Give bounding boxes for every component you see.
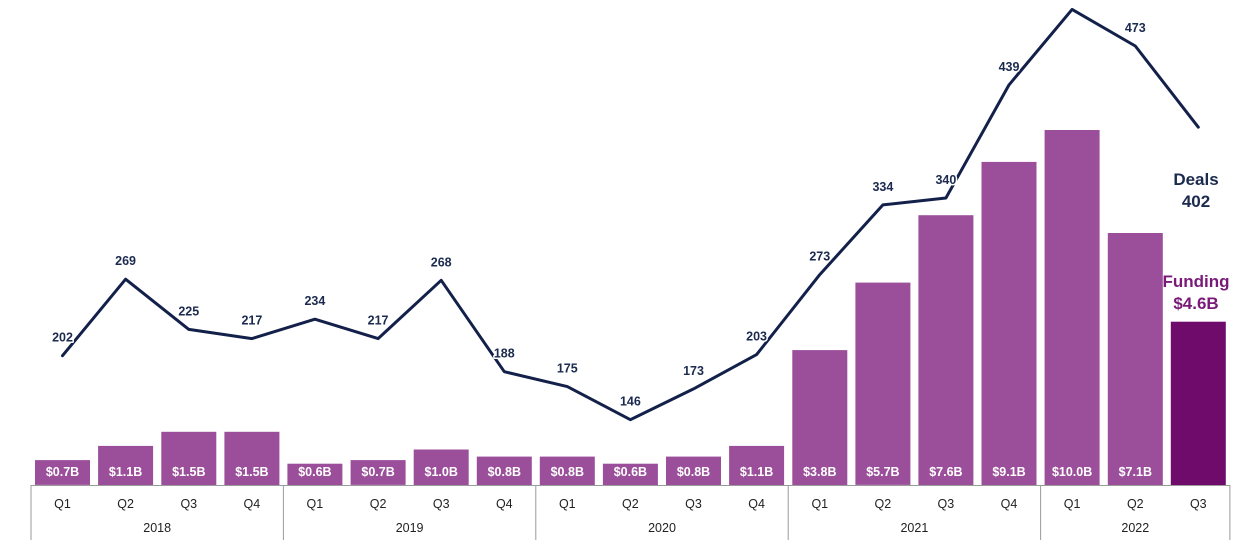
funding-bar (98, 445, 154, 485)
funding-callout-title: Funding (1162, 272, 1229, 291)
funding-bars (35, 130, 1226, 486)
funding-bar (350, 460, 406, 485)
funding-bar (1044, 130, 1100, 485)
funding-bar (539, 456, 595, 485)
quarter-tick-label: Q4 (244, 497, 261, 511)
funding-bar (792, 350, 848, 485)
funding-bar-label: $1.5B (172, 465, 205, 479)
funding-bar (666, 456, 721, 485)
funding-bar-label: $0.6B (614, 465, 647, 479)
deals-point-label: 146 (620, 395, 641, 409)
quarter-tick-label: Q3 (180, 497, 197, 511)
funding-bar (602, 463, 658, 485)
quarter-tick-label: Q4 (748, 497, 765, 511)
quarter-tick-label: Q2 (875, 497, 892, 511)
funding-bar-label: $10.0B (1052, 465, 1092, 479)
deals-point-label: 234 (304, 294, 325, 308)
year-label: 2020 (648, 521, 676, 535)
funding-bar-label: $1.5B (235, 465, 268, 479)
funding-bar (918, 215, 974, 485)
quarter-tick-label: Q2 (1127, 497, 1144, 511)
funding-bar-label: $0.7B (46, 465, 79, 479)
callouts: Deals 402 Funding $4.6B (1162, 170, 1229, 313)
year-label: 2022 (1121, 521, 1149, 535)
quarter-tick-label: Q3 (1190, 497, 1207, 511)
funding-bar (981, 161, 1037, 485)
quarter-tick-label: Q4 (1001, 497, 1018, 511)
funding-callout-value: $4.6B (1173, 294, 1218, 313)
quarter-tick-label: Q4 (496, 497, 513, 511)
funding-bar-label: $5.7B (866, 465, 899, 479)
deals-point-label: 269 (115, 254, 136, 268)
funding-bar-labels: $0.7B $1.1B $1.5B $1.5B $0.6B $0.7B $1.0B $0.8B… (46, 465, 1152, 479)
funding-bar (35, 460, 90, 485)
funding-bar-label: $0.8B (677, 465, 710, 479)
funding-bar (729, 445, 785, 485)
funding-bar-label: $1.1B (109, 465, 142, 479)
funding-bar-label: $0.7B (361, 465, 394, 479)
deals-point-label: 473 (1125, 21, 1146, 35)
deals-point-label: 334 (872, 180, 893, 194)
quarter-tick-label: Q1 (559, 497, 576, 511)
quarter-tick-label: Q2 (622, 497, 639, 511)
deals-point-label: 202 (52, 331, 73, 345)
quarter-tick-label: Q2 (117, 497, 134, 511)
deals-point-label: 225 (178, 304, 199, 318)
quarter-tick-label: Q3 (433, 497, 450, 511)
quarter-tick-label: Q1 (307, 497, 324, 511)
deals-point-label: 188 (494, 347, 515, 361)
funding-bar-label: $1.0B (425, 465, 458, 479)
deals-point-label: 439 (999, 60, 1020, 74)
funding-bar (224, 431, 280, 486)
quarter-tick-label: Q1 (54, 497, 71, 511)
deals-series-line (61, 7, 1200, 422)
deals-point-label: 173 (683, 364, 704, 378)
year-label: 2021 (900, 521, 928, 535)
quarter-tick-label: Q3 (685, 497, 702, 511)
deals-labels: 202 269 225 217 234 217 268 188 175 146 173 203 273 3… (51, 20, 1148, 411)
x-axis: Q1 Q2 Q3 Q4 Q1 Q2 Q3 Q4 Q1 Q2 Q3 Q4 Q1 Q2 Q3 Q4 Q1 Q2 Q3 20… (30, 485, 1231, 540)
deals-callout-title: Deals (1173, 170, 1218, 189)
deals-point-label: 217 (241, 314, 262, 328)
quarter-tick-label: Q2 (370, 497, 387, 511)
funding-bar-label: $7.1B (1119, 465, 1152, 479)
deals-point-label: 268 (431, 255, 452, 269)
funding-bar (855, 282, 911, 485)
deals-line (61, 7, 1200, 422)
year-label: 2018 (143, 521, 171, 535)
funding-bar (1107, 233, 1163, 485)
funding-bar-label: $7.6B (929, 465, 962, 479)
funding-bar-label: $1.1B (740, 465, 773, 479)
funding-bar (287, 463, 343, 485)
funding-bar-label: $0.6B (298, 465, 331, 479)
deals-point-label: 340 (935, 173, 956, 187)
deals-point-label: 175 (557, 362, 578, 376)
deals-point-label: 273 (809, 250, 830, 264)
funding-bar-label: $0.8B (551, 465, 584, 479)
quarter-tick-label: Q1 (1064, 497, 1081, 511)
deals-callout-value: 402 (1182, 192, 1210, 211)
year-label: 2019 (396, 521, 424, 535)
funding-bar (161, 431, 217, 486)
quarter-tick-label: Q3 (938, 497, 955, 511)
funding-bar (413, 449, 469, 485)
funding-bar-label: $3.8B (803, 465, 836, 479)
funding-bar-label: $0.8B (488, 465, 521, 479)
funding-bar-label: $9.1B (992, 465, 1025, 479)
funding-bar (1170, 321, 1226, 485)
deals-point-label: 203 (746, 330, 767, 344)
funding-bar (476, 456, 532, 485)
quarter-tick-label: Q1 (811, 497, 828, 511)
deals-point-label: 217 (368, 314, 389, 328)
